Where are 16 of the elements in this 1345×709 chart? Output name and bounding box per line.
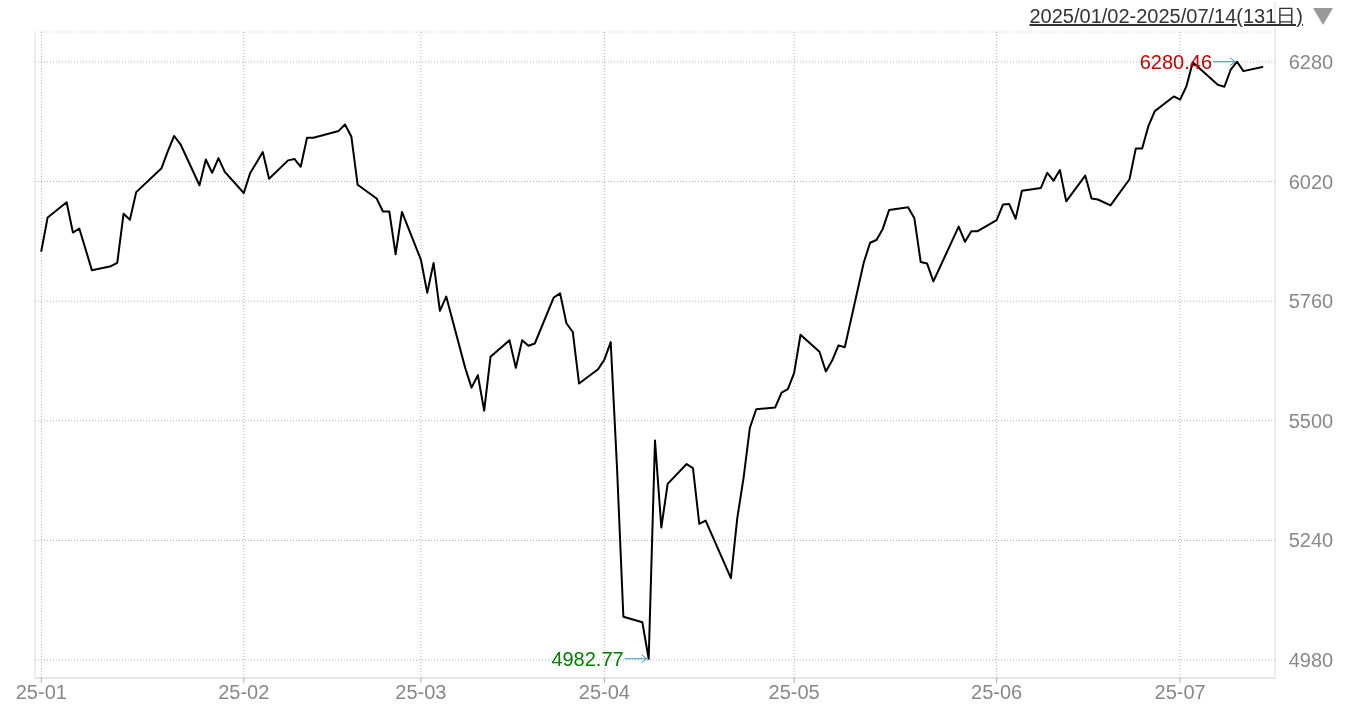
x-tick-label: 25-07 [1154, 681, 1206, 703]
x-tick-label: 25-06 [971, 681, 1023, 703]
y-tick-label: 6280 [1288, 50, 1334, 73]
chart-title: 2025/01/02-2025/07/14(131日) [1029, 5, 1303, 27]
y-tick-label: 5760 [1288, 290, 1334, 313]
y-tick-label: 4980 [1288, 649, 1334, 672]
x-tick-label: 25-04 [578, 681, 630, 703]
x-tick-label: 25-03 [395, 681, 447, 703]
x-tick-label: 25-01 [15, 681, 67, 703]
annotation: 4982.77 [551, 647, 624, 670]
y-tick-label: 5240 [1288, 529, 1334, 552]
x-tick-label: 25-02 [218, 681, 270, 703]
y-tick-label: 6020 [1288, 170, 1334, 193]
x-tick-label: 25-05 [768, 681, 820, 703]
annotation: 6280.46 [1139, 50, 1213, 73]
y-tick-label: 5500 [1288, 409, 1334, 432]
